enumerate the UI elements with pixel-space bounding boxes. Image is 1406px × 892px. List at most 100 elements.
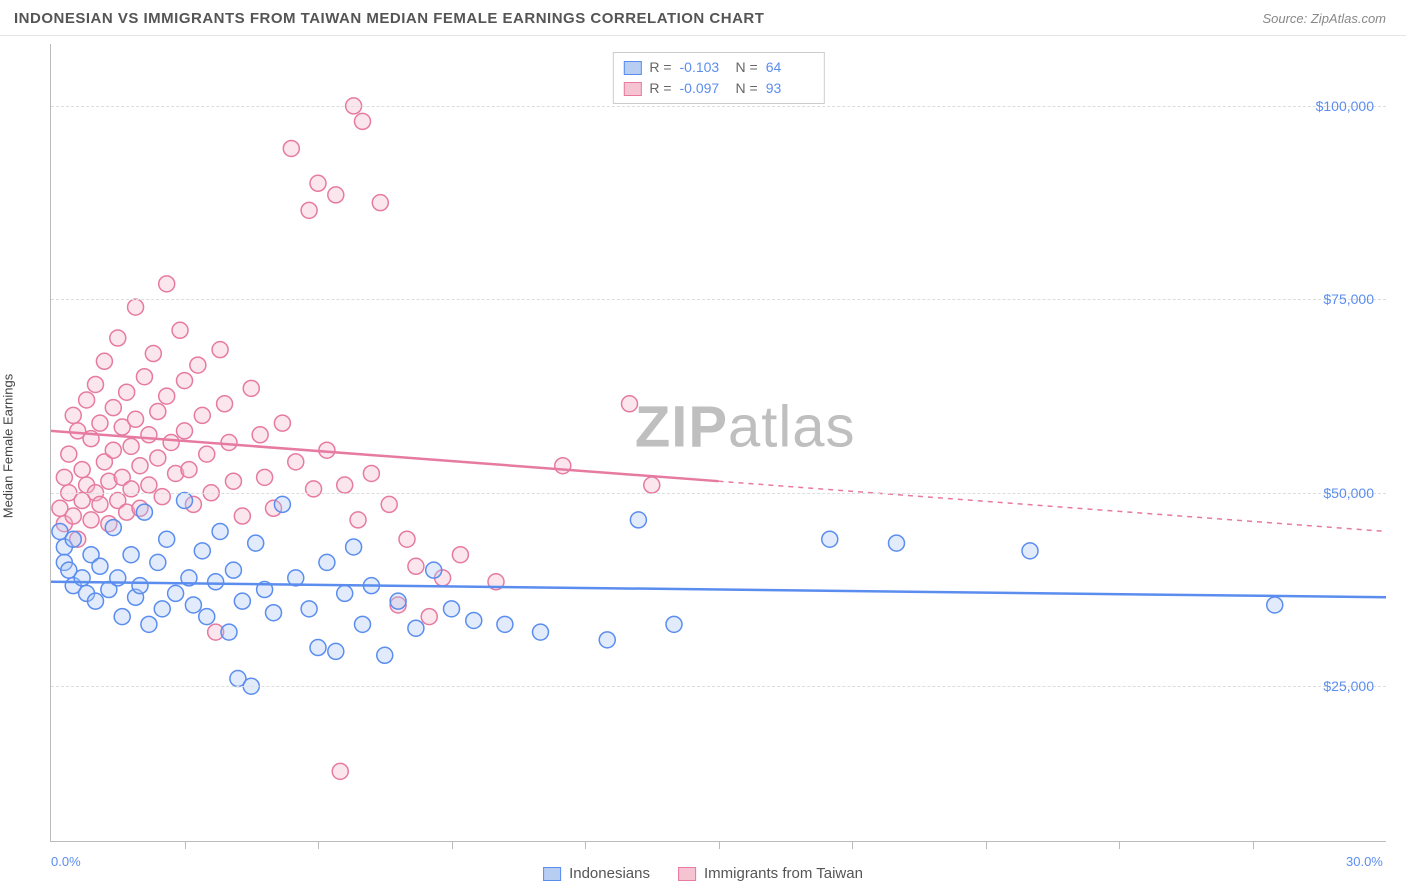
scatter-point bbox=[110, 330, 126, 346]
legend-swatch bbox=[678, 867, 696, 881]
scatter-point bbox=[266, 605, 282, 621]
gridline-h bbox=[51, 686, 1386, 687]
scatter-point bbox=[168, 585, 184, 601]
trend-line-dashed bbox=[719, 481, 1387, 531]
scatter-point bbox=[123, 438, 139, 454]
scatter-point bbox=[92, 558, 108, 574]
scatter-point bbox=[555, 458, 571, 474]
scatter-point bbox=[185, 597, 201, 613]
plot-container: ZIPatlas R =-0.103N =64R =-0.097N =93 $2… bbox=[50, 44, 1386, 842]
chart-title: INDONESIAN VS IMMIGRANTS FROM TAIWAN MED… bbox=[14, 10, 764, 27]
stat-n-value: 93 bbox=[766, 78, 814, 99]
y-tick-label: $75,000 bbox=[1323, 291, 1374, 307]
stat-n-label: N = bbox=[736, 78, 758, 99]
scatter-point bbox=[150, 554, 166, 570]
scatter-point bbox=[65, 508, 81, 524]
scatter-point bbox=[421, 609, 437, 625]
scatter-point bbox=[319, 554, 335, 570]
scatter-point bbox=[61, 446, 77, 462]
scatter-point bbox=[622, 396, 638, 412]
legend-swatch bbox=[623, 82, 641, 96]
scatter-point bbox=[177, 373, 193, 389]
scatter-point bbox=[328, 643, 344, 659]
scatter-point bbox=[1022, 543, 1038, 559]
stat-r-label: R = bbox=[649, 78, 671, 99]
scatter-point bbox=[159, 388, 175, 404]
scatter-point bbox=[194, 407, 210, 423]
x-tick bbox=[452, 841, 453, 849]
bottom-legend-item: Immigrants from Taiwan bbox=[678, 865, 863, 882]
scatter-point bbox=[390, 593, 406, 609]
scatter-point bbox=[194, 543, 210, 559]
scatter-point bbox=[283, 140, 299, 156]
legend-label: Indonesians bbox=[569, 865, 650, 882]
scatter-point bbox=[56, 469, 72, 485]
scatter-point bbox=[444, 601, 460, 617]
scatter-point bbox=[363, 465, 379, 481]
scatter-point bbox=[96, 353, 112, 369]
scatter-point bbox=[177, 493, 193, 509]
scatter-point bbox=[599, 632, 615, 648]
x-tick bbox=[852, 841, 853, 849]
scatter-point bbox=[274, 496, 290, 512]
scatter-point bbox=[248, 535, 264, 551]
scatter-point bbox=[83, 512, 99, 528]
scatter-point bbox=[74, 570, 90, 586]
scatter-point bbox=[350, 512, 366, 528]
scatter-point bbox=[1267, 597, 1283, 613]
scatter-point bbox=[212, 342, 228, 358]
x-end-label: 0.0% bbox=[51, 854, 81, 869]
scatter-point bbox=[136, 504, 152, 520]
scatter-point bbox=[172, 322, 188, 338]
scatter-point bbox=[136, 369, 152, 385]
scatter-point bbox=[666, 616, 682, 632]
scatter-point bbox=[199, 446, 215, 462]
scatter-point bbox=[822, 531, 838, 547]
chart-header: INDONESIAN VS IMMIGRANTS FROM TAIWAN MED… bbox=[0, 0, 1406, 36]
scatter-point bbox=[181, 462, 197, 478]
gridline-h bbox=[51, 299, 1386, 300]
scatter-point bbox=[145, 346, 161, 362]
scatter-point bbox=[119, 384, 135, 400]
scatter-point bbox=[159, 531, 175, 547]
scatter-point bbox=[306, 481, 322, 497]
x-tick bbox=[318, 841, 319, 849]
scatter-point bbox=[123, 481, 139, 497]
scatter-point bbox=[372, 195, 388, 211]
scatter-point bbox=[381, 496, 397, 512]
y-tick-label: $25,000 bbox=[1323, 678, 1374, 694]
y-tick-label: $50,000 bbox=[1323, 485, 1374, 501]
scatter-point bbox=[225, 562, 241, 578]
scatter-point bbox=[150, 450, 166, 466]
x-tick bbox=[185, 841, 186, 849]
scatter-point bbox=[208, 574, 224, 590]
plot-area: ZIPatlas R =-0.103N =64R =-0.097N =93 $2… bbox=[50, 44, 1386, 842]
scatter-point bbox=[337, 585, 353, 601]
scatter-point bbox=[889, 535, 905, 551]
scatter-point bbox=[332, 763, 348, 779]
scatter-point bbox=[141, 427, 157, 443]
stats-legend: R =-0.103N =64R =-0.097N =93 bbox=[612, 52, 824, 104]
scatter-point bbox=[92, 415, 108, 431]
scatter-point bbox=[79, 392, 95, 408]
scatter-point bbox=[190, 357, 206, 373]
scatter-point bbox=[274, 415, 290, 431]
scatter-point bbox=[128, 411, 144, 427]
x-tick bbox=[1119, 841, 1120, 849]
y-axis-label: Median Female Earnings bbox=[1, 374, 16, 519]
legend-swatch bbox=[543, 867, 561, 881]
scatter-point bbox=[288, 454, 304, 470]
scatter-point bbox=[141, 477, 157, 493]
scatter-point bbox=[88, 376, 104, 392]
stats-legend-row: R =-0.097N =93 bbox=[623, 78, 813, 99]
scatter-point bbox=[243, 380, 259, 396]
scatter-point bbox=[533, 624, 549, 640]
bottom-legend: Indonesians Immigrants from Taiwan bbox=[543, 865, 863, 882]
source-attribution: Source: ZipAtlas.com bbox=[1262, 11, 1386, 26]
scatter-point bbox=[128, 299, 144, 315]
trend-line bbox=[51, 582, 1386, 597]
scatter-point bbox=[221, 435, 237, 451]
scatter-point bbox=[466, 612, 482, 628]
legend-label: Immigrants from Taiwan bbox=[704, 865, 863, 882]
scatter-point bbox=[150, 404, 166, 420]
